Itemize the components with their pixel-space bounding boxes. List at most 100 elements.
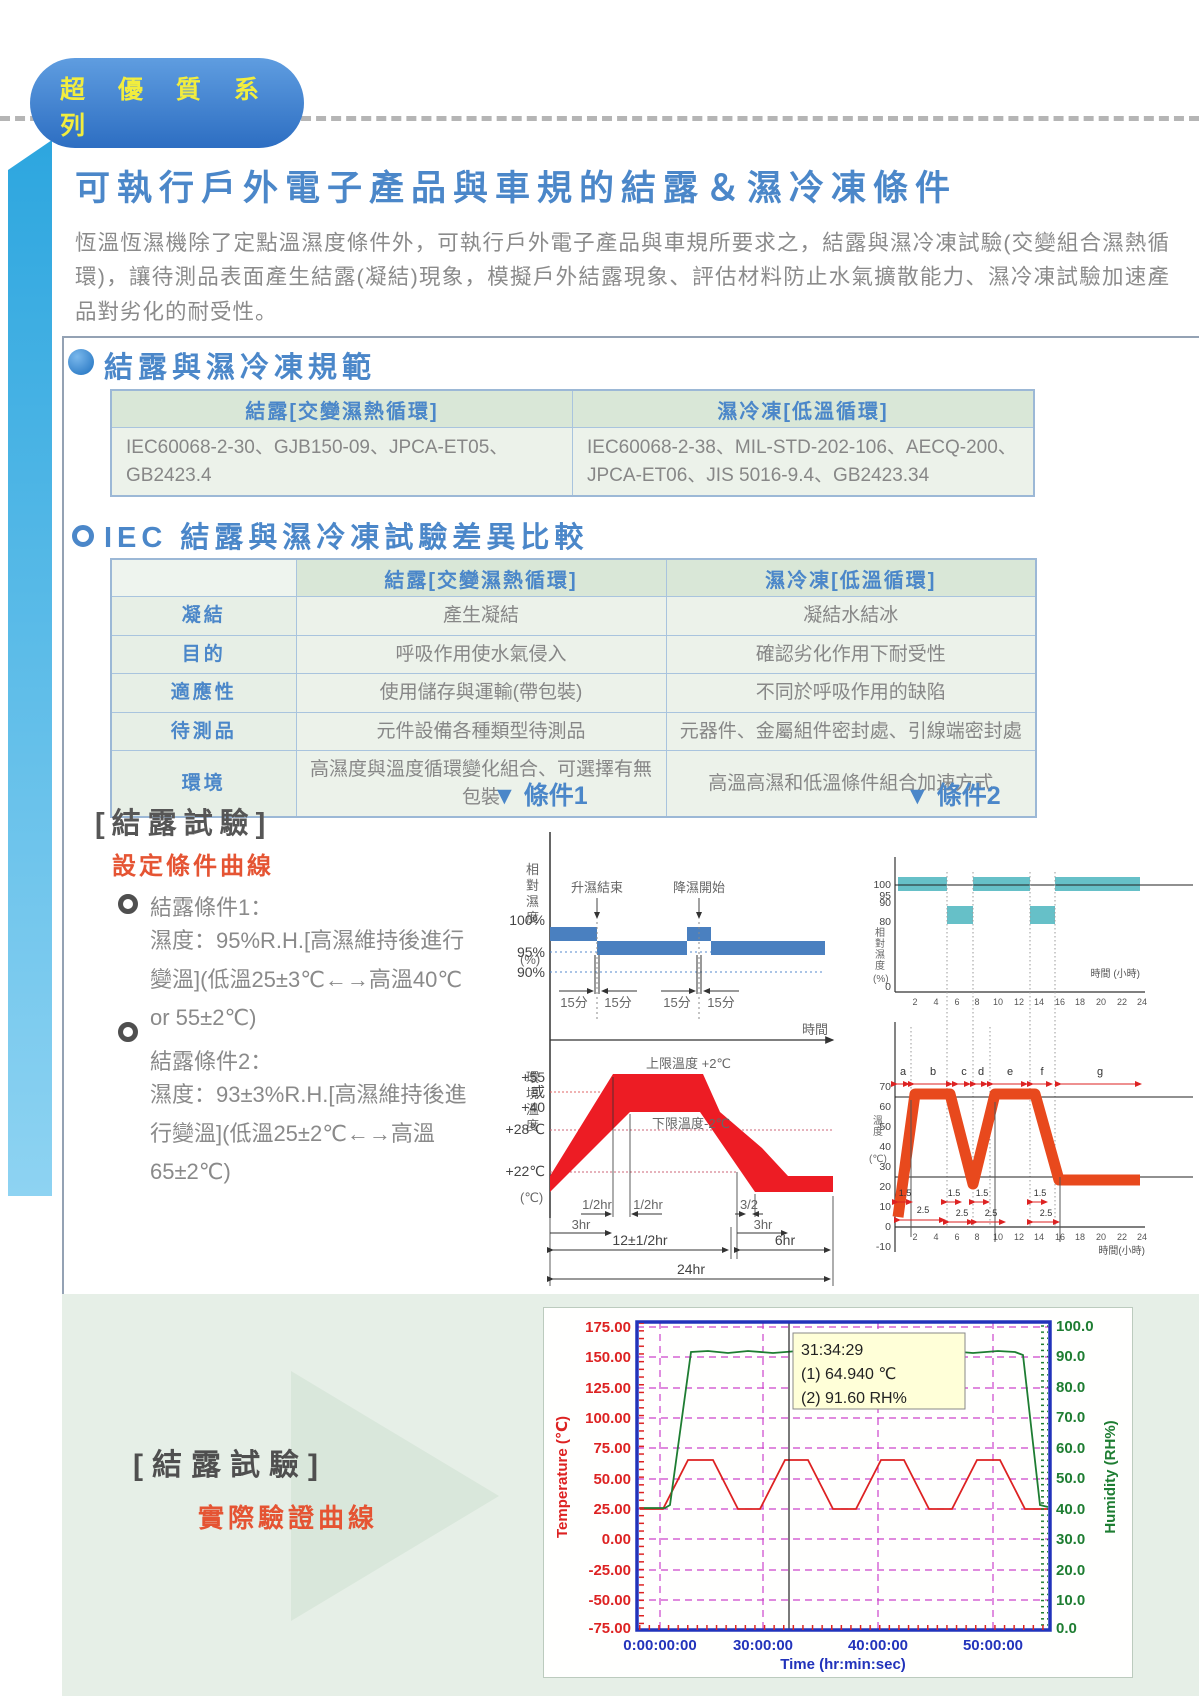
tick-28: +28℃ (506, 1121, 545, 1137)
comparison-header-freeze: 濕冷凍[低溫循環] (665, 558, 1037, 597)
svg-text:相: 相 (526, 862, 539, 877)
left-minor-ticks (639, 1323, 646, 1629)
section2-heading: IEC 結露與濕冷凍試驗差異比較 (104, 522, 589, 554)
svg-text:(%): (%) (520, 952, 540, 967)
svg-text:c: c (961, 1066, 967, 1078)
dew-test-subheading: 設定條件曲線 (112, 853, 274, 880)
temperature-band (550, 1074, 833, 1192)
svg-text:溫: 溫 (873, 1115, 883, 1127)
condition2-chart-title: ▼ 條件2 (905, 782, 1001, 810)
dur-3hr: 3hr (754, 1217, 773, 1232)
svg-text:40: 40 (879, 1141, 891, 1153)
svg-text:4: 4 (933, 997, 938, 1007)
svg-text:20: 20 (1096, 1232, 1106, 1242)
svg-text:50: 50 (879, 1121, 891, 1133)
spec-table: 結露[交變濕熱循環] 濕冷凍[低溫循環] IEC60068-2-30、GJB15… (110, 389, 1035, 498)
table-row: 適應性 使用儲存與運輸(帶包裝) 不同於呼吸作用的缺陷 (110, 673, 1037, 713)
intro-paragraph: 恆溫恆濕機除了定點溫濕度條件外，可執行戶外電子產品與車規所要求之，結露與濕冷凍試… (75, 231, 1170, 324)
svg-text:1.5: 1.5 (948, 1188, 961, 1198)
svg-text:30:00:00: 30:00:00 (733, 1637, 793, 1654)
row-freeze-value: 不同於呼吸作用的缺陷 (665, 673, 1037, 713)
svg-text:125.00: 125.00 (585, 1380, 631, 1397)
section-guides (910, 872, 1056, 1227)
dew-test-heading: [結露試驗] (95, 808, 273, 840)
condition2-bullet-icon (118, 1022, 138, 1042)
svg-text:境: 境 (526, 1086, 539, 1101)
condition1-chart: ▼ 條件1 相 對 濕 度 (%) 100% 95% 90% 升濕結束 降濕開始 (492, 782, 835, 1286)
svg-text:0: 0 (885, 1221, 891, 1233)
svg-text:40.0: 40.0 (1056, 1501, 1085, 1518)
svg-text:30: 30 (879, 1161, 891, 1173)
dur-half: 1/2hr (633, 1197, 663, 1212)
svg-text:175.00: 175.00 (585, 1319, 631, 1336)
dur-half: 1/2hr (582, 1197, 612, 1212)
svg-text:20: 20 (1096, 997, 1106, 1007)
table-row: IEC60068-2-30、GJB150-09、JPCA-ET05、GB2423… (110, 427, 1035, 497)
condition1-title: 結露條件1： (150, 895, 273, 920)
svg-text:10: 10 (993, 1232, 1003, 1242)
svg-text:(℃): (℃) (869, 1154, 887, 1165)
time-unit-label: 時間(小時) (1098, 1245, 1145, 1257)
svg-text:對: 對 (526, 878, 539, 893)
svg-text:度: 度 (526, 910, 539, 925)
ramp-arrows (892, 1199, 1060, 1225)
section2-bullet-icon (72, 525, 94, 547)
svg-text:8: 8 (974, 997, 979, 1007)
section1-bullet-icon (68, 349, 94, 375)
transition-guides (594, 955, 702, 994)
verification-heading: [結露試驗] (133, 1449, 327, 1482)
spec-freeze-standards: IEC60068-2-38、MIL-STD-202-106、AECQ-200、J… (572, 427, 1035, 497)
spec-dew-standards: IEC60068-2-30、GJB150-09、JPCA-ET05、GB2423… (110, 427, 573, 497)
dur-6hr: 6hr (775, 1232, 796, 1248)
row-freeze-value: 凝結水結冰 (665, 596, 1037, 636)
svg-text:18: 18 (1075, 1232, 1085, 1242)
table-row: 待測品 元件設備各種類型待測品 元器件、金屬組件密封處、引線端密封處 (110, 711, 1037, 752)
svg-text:75.00: 75.00 (593, 1440, 631, 1457)
humidity-x-ticks: 2 4 6 8 10 12 14 16 18 20 22 24 (912, 997, 1147, 1007)
left-accent-bar (8, 140, 52, 1196)
tick-55: +55 (521, 1069, 545, 1085)
svg-text:0:00:00:00: 0:00:00:00 (623, 1637, 696, 1654)
ramp-labels: 1.5 1.5 1.5 1.5 2.5 2.5 2.5 2.5 (899, 1188, 1053, 1218)
svg-text:24: 24 (1137, 1232, 1147, 1242)
cursor-tooltip: 31:34:29 (1) 64.940 ℃ (2) 91.60 RH% (792, 1332, 966, 1410)
svg-text:10.0: 10.0 (1056, 1592, 1085, 1609)
svg-text:18: 18 (1075, 997, 1085, 1007)
row-dew-value: 產生凝結 (295, 596, 667, 636)
badge-advanced-label: ADVANCED (60, 144, 255, 176)
comparison-header-dew: 結露[交變濕熱循環] (295, 558, 667, 597)
svg-text:50.0: 50.0 (1056, 1470, 1085, 1487)
svg-text:30.0: 30.0 (1056, 1531, 1085, 1548)
svg-text:-10: -10 (876, 1241, 891, 1253)
tooltip-time: 31:34:29 (801, 1342, 863, 1359)
rise-end-annotation: 升濕結束 (571, 880, 623, 1022)
row-label: 適應性 (110, 673, 297, 713)
humidity-axis-label: 相 對 濕 度 (%) (520, 862, 540, 967)
table-row: 環境 高濕度與溫度循環變化組合、可選擇有無包裝 高溫高濕和低溫條件組合加速方式 (110, 750, 1037, 818)
section-letters: a b c d e f g (900, 1066, 1103, 1078)
temp-ticks: 70 60 50 40 30 20 10 0 -10 (876, 1081, 891, 1253)
dur-32: 3/2 (740, 1197, 758, 1212)
content-frame-left-line (62, 336, 64, 1294)
svg-text:10: 10 (993, 997, 1003, 1007)
duration-arrows (547, 1211, 831, 1282)
svg-text:70: 70 (879, 1081, 891, 1093)
svg-text:100: 100 (873, 879, 891, 891)
table-row: 目的 呼吸作用使水氣侵入 確認劣化作用下耐受性 (110, 634, 1037, 675)
svg-text:20.0: 20.0 (1056, 1562, 1085, 1579)
svg-text:6: 6 (954, 1232, 959, 1242)
svg-text:25.00: 25.00 (593, 1501, 631, 1518)
measure-guides (910, 1100, 1061, 1242)
svg-text:d: d (978, 1066, 984, 1078)
svg-text:8: 8 (974, 1232, 979, 1242)
row-label: 環境 (110, 750, 297, 818)
tick-40: +40 (521, 1099, 545, 1115)
svg-text:24: 24 (1137, 997, 1147, 1007)
svg-text:2.5: 2.5 (985, 1208, 998, 1218)
svg-text:降濕開始: 降濕開始 (673, 880, 725, 895)
row-label: 凝結 (110, 596, 297, 636)
svg-text:1.5: 1.5 (1034, 1188, 1047, 1198)
svg-text:150.00: 150.00 (585, 1349, 631, 1366)
min15-label: 15分 (604, 995, 631, 1010)
